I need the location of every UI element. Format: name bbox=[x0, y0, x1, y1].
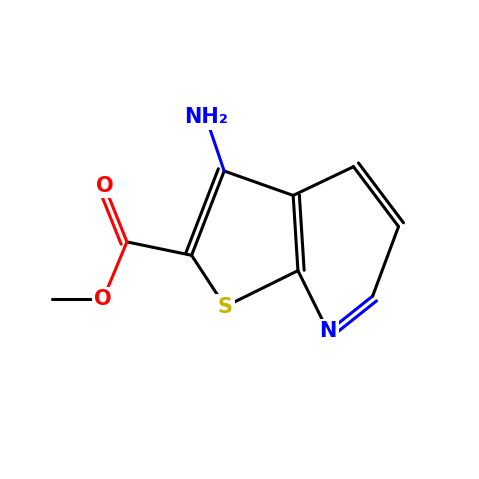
Text: N: N bbox=[319, 321, 337, 342]
Text: O: O bbox=[96, 176, 113, 196]
Text: O: O bbox=[94, 289, 112, 309]
Text: NH₂: NH₂ bbox=[184, 107, 228, 127]
Text: S: S bbox=[217, 297, 233, 317]
